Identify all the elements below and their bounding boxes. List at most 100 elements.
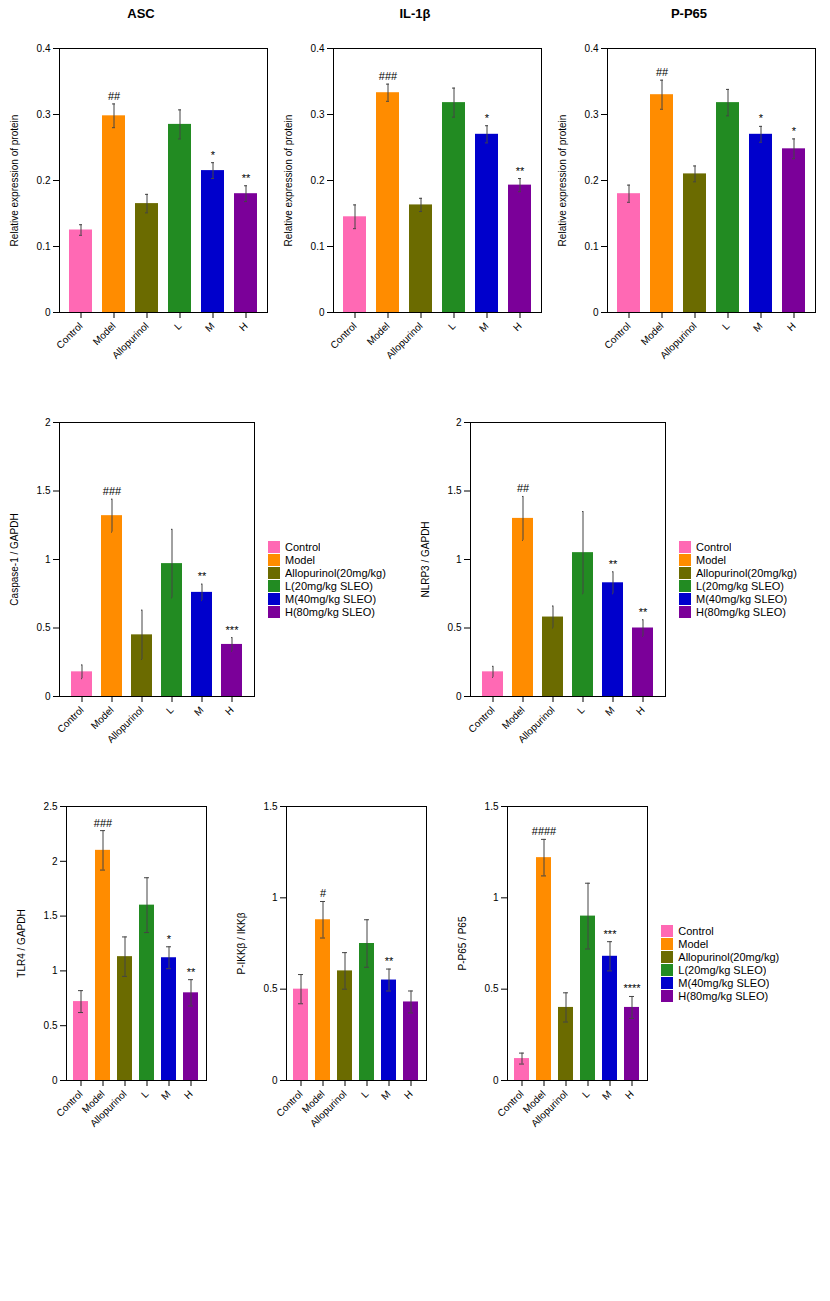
svg-text:Allopurinol: Allopurinol [529, 1088, 570, 1129]
svg-text:Caspase-1 / GAPDH: Caspase-1 / GAPDH [8, 513, 19, 605]
svg-text:*: * [211, 149, 216, 161]
svg-text:##: ## [108, 90, 121, 102]
svg-text:2: 2 [455, 417, 461, 428]
svg-text:0.5: 0.5 [44, 1020, 58, 1031]
svg-text:Allopurinol: Allopurinol [308, 1088, 349, 1129]
svg-text:H: H [511, 320, 524, 333]
svg-text:P-P65 / P65: P-P65 / P65 [456, 916, 467, 970]
svg-text:1.5: 1.5 [447, 485, 461, 496]
svg-text:Control: Control [328, 320, 359, 351]
svg-text:Model: Model [88, 704, 115, 731]
svg-text:###: ### [94, 817, 113, 829]
svg-text:0.5: 0.5 [36, 622, 50, 633]
svg-text:0: 0 [593, 307, 599, 318]
svg-text:Control: Control [495, 1088, 526, 1119]
svg-text:M: M [602, 704, 616, 718]
svg-text:Model: Model [365, 320, 392, 347]
svg-text:***: *** [225, 624, 239, 636]
svg-text:0: 0 [52, 1075, 58, 1086]
svg-text:L: L [446, 320, 458, 332]
svg-text:1.5: 1.5 [36, 485, 50, 496]
svg-text:2: 2 [44, 417, 50, 428]
svg-text:###: ### [102, 485, 121, 497]
svg-text:**: ** [197, 570, 206, 582]
svg-text:**: ** [385, 955, 394, 967]
svg-text:###: ### [379, 70, 398, 82]
svg-text:0: 0 [493, 1075, 499, 1086]
svg-text:Relative expression of protein: Relative expression of protein [283, 115, 294, 247]
svg-text:Relative expression of protein: Relative expression of protein [9, 115, 20, 247]
svg-text:H: H [623, 1088, 636, 1101]
svg-text:0.4: 0.4 [585, 43, 599, 54]
svg-text:Allopurinol: Allopurinol [384, 320, 425, 361]
svg-text:0.1: 0.1 [585, 241, 599, 252]
svg-text:1.5: 1.5 [264, 801, 278, 812]
svg-text:L: L [720, 320, 732, 332]
svg-text:1: 1 [52, 965, 58, 976]
svg-text:**: ** [516, 165, 525, 177]
svg-text:0: 0 [455, 691, 461, 702]
svg-text:1.5: 1.5 [44, 910, 58, 921]
svg-text:M: M [751, 320, 765, 334]
svg-text:H: H [402, 1088, 415, 1101]
svg-text:0: 0 [319, 307, 325, 318]
svg-text:Model: Model [639, 320, 666, 347]
svg-text:1: 1 [455, 554, 461, 565]
svg-text:Allopurinol: Allopurinol [110, 320, 151, 361]
svg-text:**: ** [638, 606, 647, 618]
svg-text:0: 0 [272, 1075, 278, 1086]
svg-text:1: 1 [493, 892, 499, 903]
svg-text:**: ** [242, 172, 251, 184]
svg-text:L: L [574, 704, 586, 716]
svg-text:H: H [237, 320, 250, 333]
svg-text:Allopurinol: Allopurinol [88, 1088, 129, 1129]
svg-text:TLR4 / GAPDH: TLR4 / GAPDH [16, 909, 27, 977]
svg-text:M: M [477, 320, 491, 334]
svg-text:Control: Control [54, 1088, 85, 1119]
svg-text:0.5: 0.5 [484, 983, 498, 994]
svg-text:*: * [167, 933, 172, 945]
svg-text:*: * [759, 112, 764, 124]
svg-text:1: 1 [272, 892, 278, 903]
svg-text:Control: Control [54, 320, 85, 351]
svg-text:Control: Control [55, 704, 86, 735]
svg-text:M: M [600, 1088, 614, 1102]
svg-text:M: M [379, 1088, 393, 1102]
svg-text:0.2: 0.2 [37, 175, 51, 186]
svg-text:2.5: 2.5 [44, 801, 58, 812]
svg-text:0.3: 0.3 [585, 109, 599, 120]
svg-text:0.5: 0.5 [264, 983, 278, 994]
svg-text:***: *** [603, 928, 617, 940]
svg-text:L: L [172, 320, 184, 332]
svg-text:L: L [163, 704, 175, 716]
svg-text:1: 1 [44, 554, 50, 565]
svg-text:Allopurinol: Allopurinol [104, 704, 145, 745]
svg-text:Model: Model [91, 320, 118, 347]
svg-text:**: ** [187, 966, 196, 978]
svg-text:M: M [191, 704, 205, 718]
svg-text:H: H [785, 320, 798, 333]
svg-text:##: ## [516, 482, 529, 494]
svg-text:0.1: 0.1 [37, 241, 51, 252]
svg-text:0: 0 [45, 307, 51, 318]
svg-text:**: ** [608, 558, 617, 570]
svg-text:NLRP3 / GAPDH: NLRP3 / GAPDH [419, 521, 430, 597]
svg-text:####: #### [532, 825, 557, 837]
svg-text:Model: Model [499, 704, 526, 731]
svg-text:H: H [222, 704, 235, 717]
svg-text:L: L [139, 1088, 151, 1100]
svg-text:L: L [580, 1088, 592, 1100]
svg-text:*: * [792, 125, 797, 137]
svg-text:0.3: 0.3 [311, 109, 325, 120]
svg-text:0.4: 0.4 [37, 43, 51, 54]
svg-text:Allopurinol: Allopurinol [515, 704, 556, 745]
svg-text:0.5: 0.5 [447, 622, 461, 633]
svg-text:Control: Control [466, 704, 497, 735]
svg-text:H: H [182, 1088, 195, 1101]
svg-text:Control: Control [275, 1088, 306, 1119]
svg-text:#: # [320, 887, 327, 899]
svg-text:0.3: 0.3 [37, 109, 51, 120]
svg-text:1.5: 1.5 [484, 801, 498, 812]
svg-text:L: L [359, 1088, 371, 1100]
svg-text:H: H [633, 704, 646, 717]
